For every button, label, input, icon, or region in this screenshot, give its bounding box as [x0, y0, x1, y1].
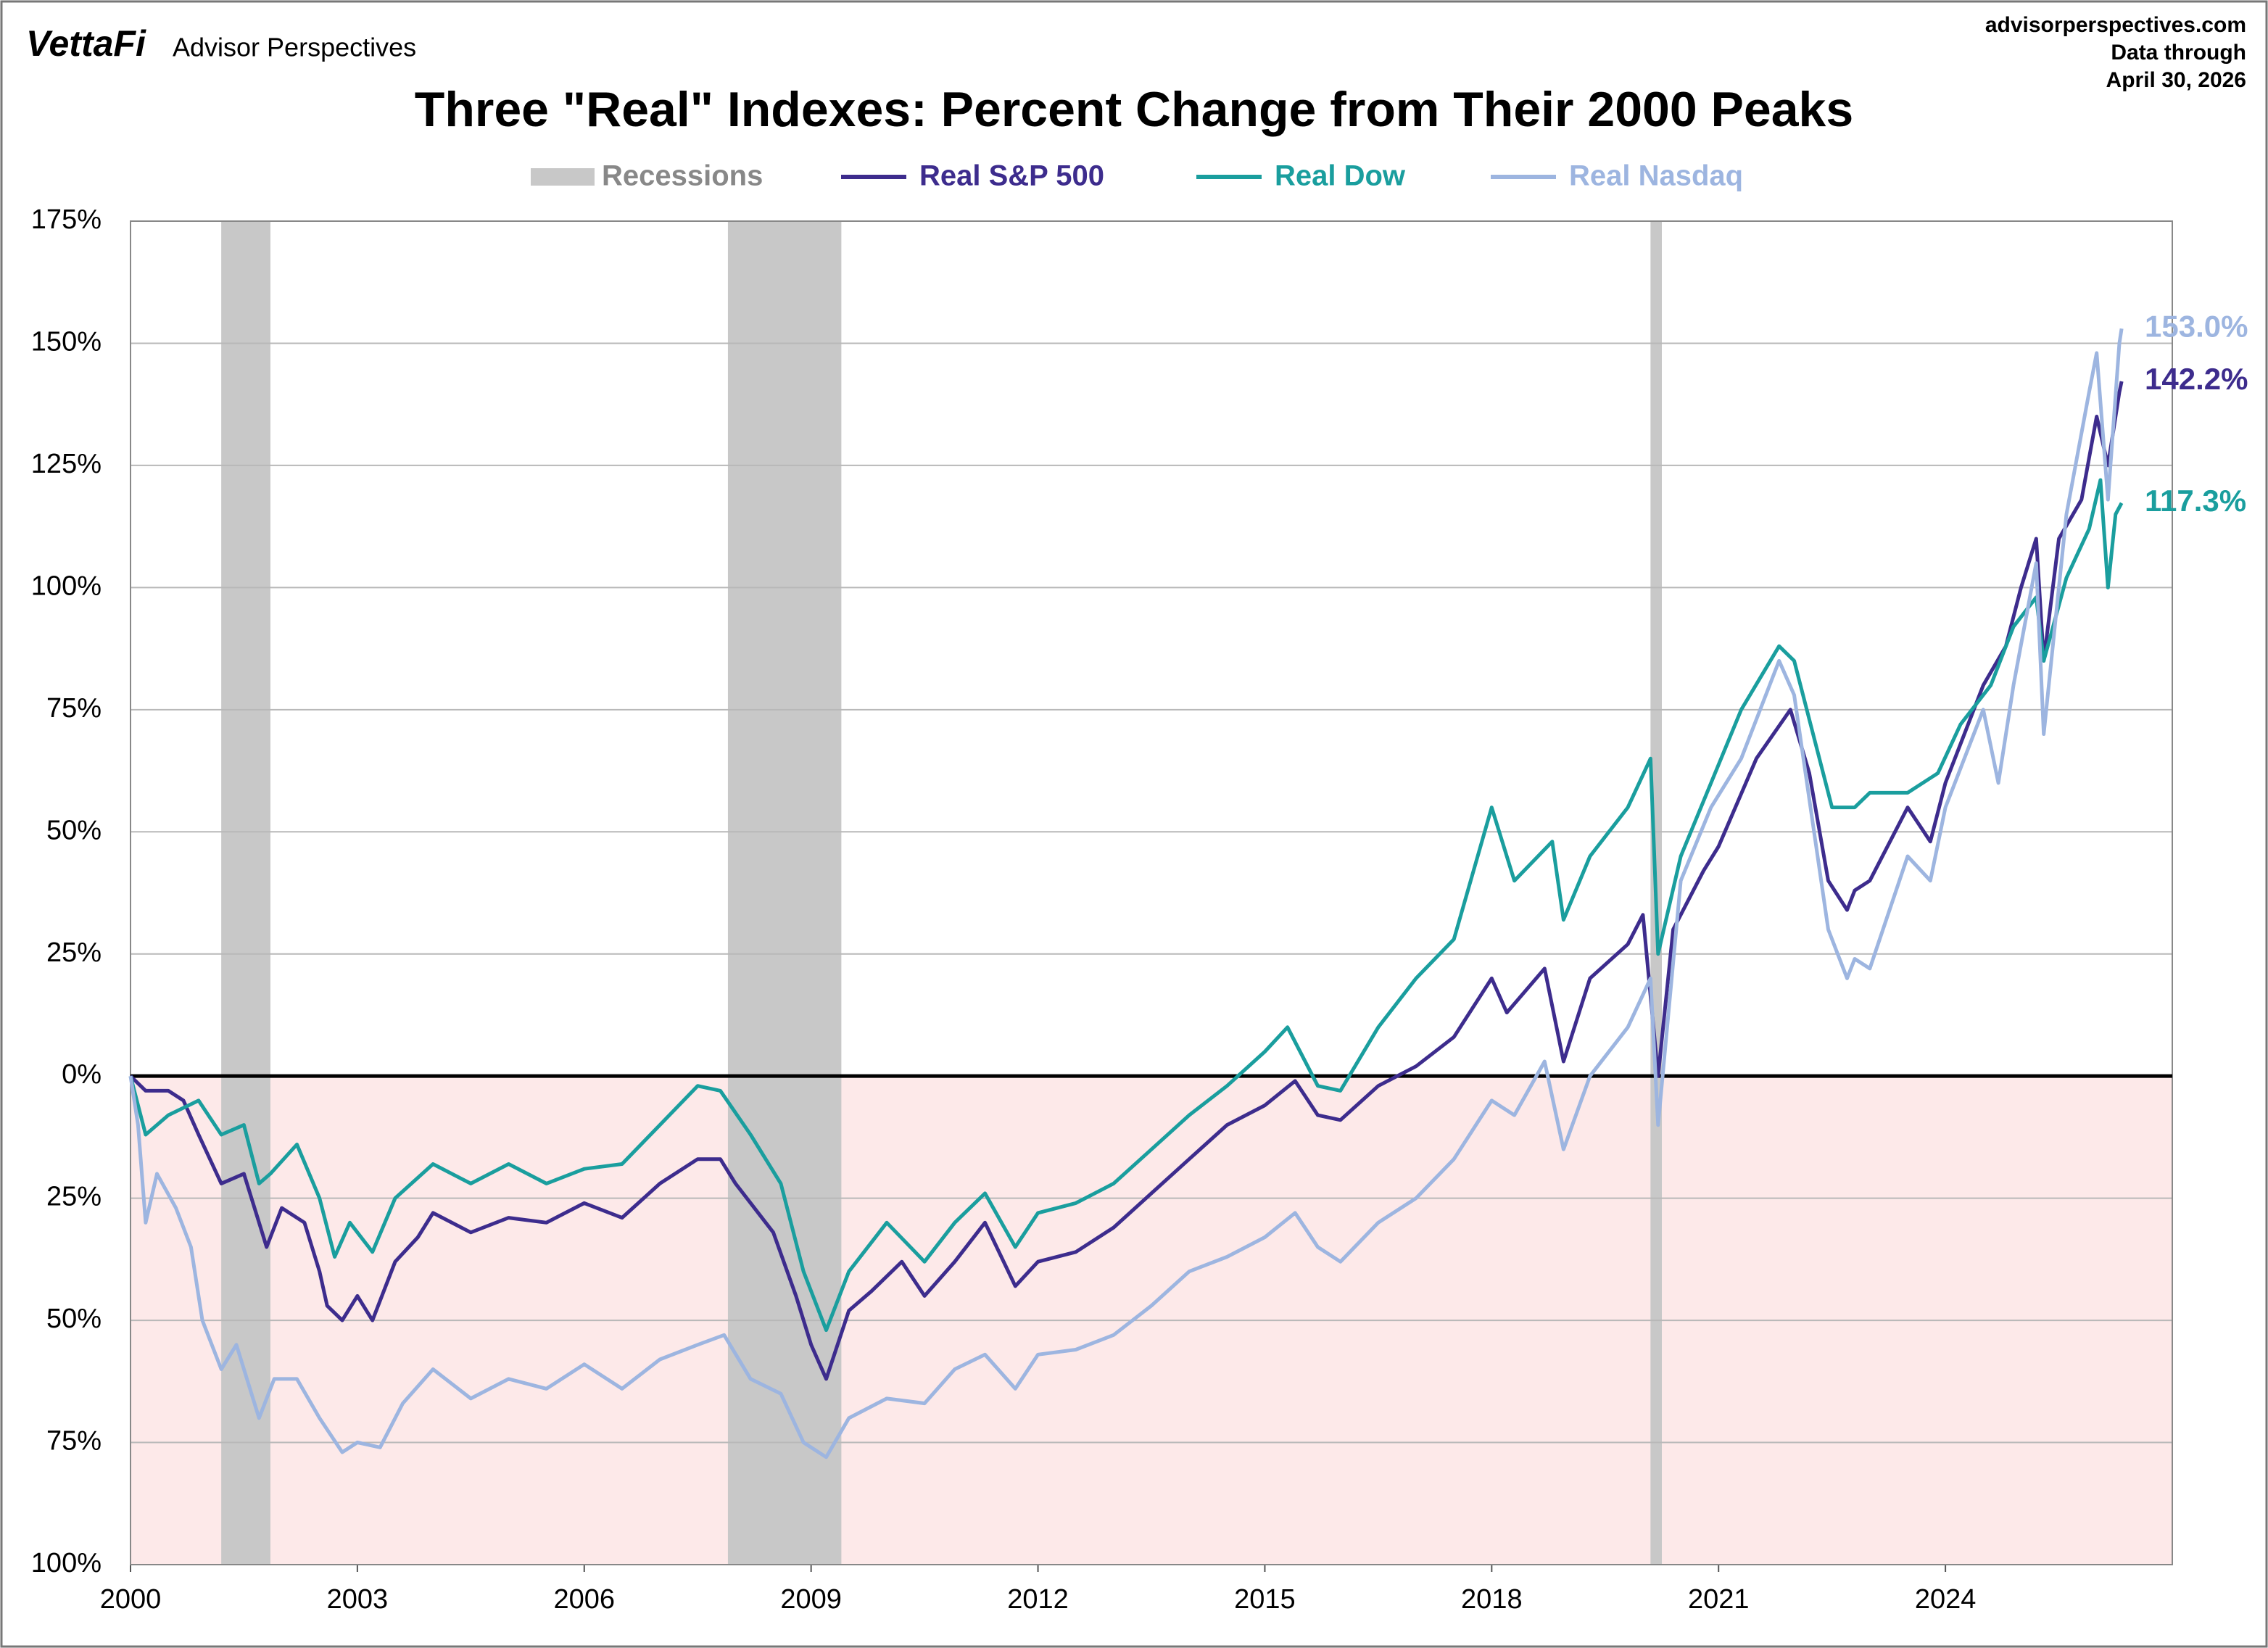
- y-tick-label: 25%: [46, 937, 102, 968]
- series-line: [128, 478, 2124, 1333]
- legend-label: Recessions: [602, 160, 763, 192]
- chart-title: Three "Real" Indexes: Percent Change fro…: [415, 82, 1853, 137]
- x-tick-label: 2009: [780, 1584, 842, 1615]
- end-label: 153.0%: [2145, 309, 2248, 343]
- legend-swatch: [531, 168, 595, 186]
- y-tick-label: 25%: [46, 1182, 102, 1212]
- x-tick-label: 2012: [1007, 1584, 1069, 1615]
- y-tick-label: 50%: [46, 815, 102, 845]
- end-label: 142.2%: [2145, 362, 2248, 396]
- y-tick-label: 75%: [46, 693, 102, 724]
- y-tick-label: 175%: [31, 204, 102, 235]
- x-tick-label: 2021: [1688, 1584, 1750, 1615]
- x-tick-label: 2024: [1915, 1584, 1977, 1615]
- legend-label: Real Nasdaq: [1569, 160, 1743, 192]
- plot-frame: [130, 220, 2173, 1565]
- site: advisorperspectives.com: [1985, 13, 2246, 37]
- series-line: [129, 381, 2124, 1381]
- brand: VettaFi: [26, 23, 146, 64]
- publisher: Advisor Perspectives: [173, 33, 416, 62]
- legend-label: Real S&P 500: [919, 160, 1104, 192]
- recession-band: [727, 221, 842, 1565]
- data-note: Data through: [2111, 41, 2246, 65]
- y-tick-label: 100%: [31, 571, 102, 601]
- x-tick-label: 2003: [327, 1584, 389, 1615]
- series-line: [128, 328, 2124, 1459]
- x-tick-label: 2015: [1234, 1584, 1296, 1615]
- y-tick-label: 100%: [31, 1548, 102, 1578]
- y-tick-label: 50%: [46, 1304, 102, 1334]
- x-tick-label: 2018: [1461, 1584, 1523, 1615]
- x-tick-label: 2000: [100, 1584, 162, 1615]
- data-date: April 30, 2026: [2106, 68, 2246, 92]
- y-tick-label: 0%: [62, 1059, 102, 1090]
- recession-band: [221, 221, 270, 1565]
- legend-label: Real Dow: [1275, 160, 1406, 192]
- y-tick-label: 125%: [31, 449, 102, 479]
- end-label: 117.3%: [2145, 484, 2246, 518]
- x-tick-label: 2006: [554, 1584, 616, 1615]
- y-tick-label: 150%: [31, 326, 102, 357]
- y-tick-label: 75%: [46, 1426, 102, 1457]
